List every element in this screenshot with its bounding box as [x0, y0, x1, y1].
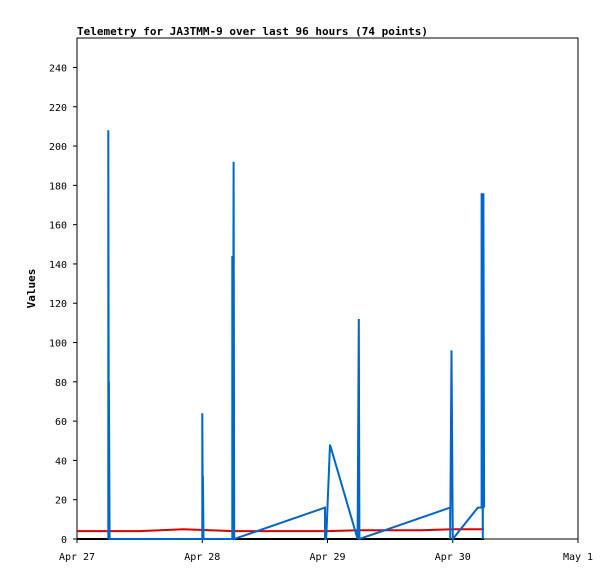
y-tick-label: 80 — [55, 378, 67, 389]
x-tick-label: Apr 28 — [184, 552, 220, 563]
y-tick-label: 0 — [61, 535, 67, 546]
y-tick-label: 220 — [49, 103, 67, 114]
y-tick-label: 140 — [49, 260, 67, 271]
series-layer — [77, 130, 486, 542]
series-line-3 — [107, 130, 486, 542]
y-tick-label: 60 — [55, 417, 67, 428]
y-tick-label: 100 — [49, 339, 67, 350]
y-tick-label: 120 — [49, 299, 67, 310]
y-tick-label: 180 — [49, 181, 67, 192]
x-tick-label: May 1 — [563, 552, 593, 563]
y-tick-label: 40 — [55, 456, 67, 467]
y-axis-label: Values — [25, 269, 38, 309]
y-tick-label: 240 — [49, 63, 67, 74]
x-tick-label: Apr 29 — [309, 552, 345, 563]
y-tick-label: 160 — [49, 221, 67, 232]
chart-title: Telemetry for JA3TMM-9 over last 96 hour… — [77, 25, 428, 38]
plot-area-frame — [76, 37, 579, 540]
y-tick-label: 20 — [55, 496, 67, 507]
x-tick-label: Apr 30 — [435, 552, 471, 563]
x-tick-label: Apr 27 — [59, 552, 95, 563]
series-line-2 — [77, 528, 485, 533]
y-tick-label: 200 — [49, 142, 67, 153]
y-axis: 0 20 40 60 80 100 120 140 160 180 200 220 240 — [49, 63, 77, 546]
x-axis: Apr 27 Apr 28 Apr 29 Apr 30 May 1 — [59, 539, 593, 563]
